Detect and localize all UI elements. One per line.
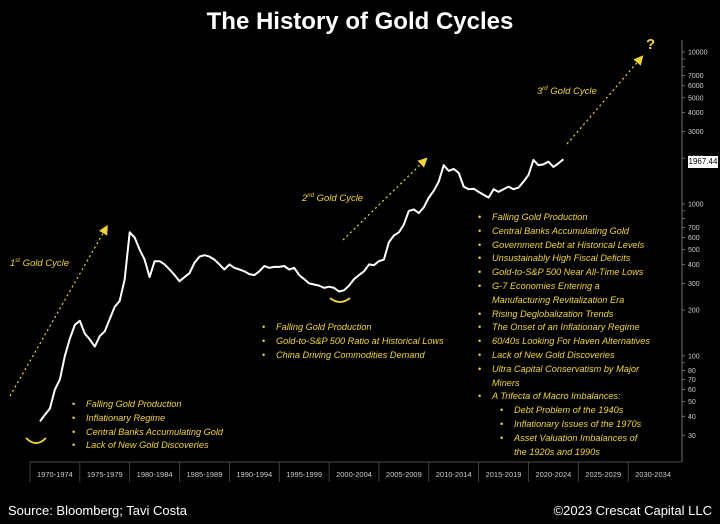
x-tick-label: 2030-2034 [635, 470, 671, 479]
y-tick-label: 200 [688, 308, 700, 315]
second-cycle-driver-item: Gold-to-S&P 500 Ratio at Historical Lows [262, 335, 444, 349]
second-cycle-label: 2nd Gold Cycle [302, 193, 363, 204]
y-tick-label: 600 [688, 235, 700, 242]
third-cycle-driver-item: Government Debt at Historical Levels [478, 239, 650, 253]
third-cycle-driver-item: the 1920s and 1990s [514, 446, 600, 457]
first-cycle-driver-item: Lack of New Gold Discoveries [72, 439, 223, 453]
first-cycle-driver-item: Central Banks Accumulating Gold [72, 426, 223, 440]
last-value-label: 1967.44 [688, 156, 718, 168]
second-cycle-text: Gold Cycle [313, 193, 364, 205]
y-tick-label: 1000 [688, 201, 704, 208]
second-cycle-trough-mark [329, 297, 351, 303]
third-cycle-drivers: Falling Gold ProductionCentral Banks Acc… [478, 211, 650, 459]
y-tick-label: 100 [688, 353, 700, 360]
first-cycle-arrow [9, 224, 108, 397]
third-cycle-driver-item: Falling Gold Production [478, 211, 650, 225]
y-tick-label: 50 [688, 399, 696, 406]
y-tick-label: 400 [688, 262, 700, 269]
third-cycle-label: 3rd Gold Cycle [537, 86, 597, 97]
x-tick-label: 1970-1974 [37, 470, 73, 479]
second-cycle-suffix: nd [307, 193, 314, 199]
y-tick-label: 10000 [688, 50, 708, 57]
y-tick-label: 40 [688, 414, 696, 421]
third-cycle-ordinal: 3 [537, 86, 543, 98]
first-cycle-driver-item: Falling Gold Production [72, 398, 223, 412]
third-cycle-driver-item: A Trifecta of Macro Imbalances: [478, 390, 650, 404]
third-cycle-driver-item: G-7 Economies Entering a [478, 280, 650, 294]
third-cycle-driver-item: The Onset of an Inflationary Regime [478, 321, 650, 335]
x-tick-label: 2015-2019 [486, 470, 522, 479]
y-tick-label: 70 [688, 377, 696, 384]
x-tick-label: 1995-1999 [286, 470, 322, 479]
third-cycle-arrow [566, 55, 644, 145]
third-cycle-driver-item: Gold-to-S&P 500 Near All-Time Lows [478, 266, 650, 280]
cycle-arrows [9, 55, 644, 444]
source-note: Source: Bloomberg; Tavi Costa [8, 503, 187, 518]
second-cycle-driver-item: China Driving Commodities Demand [262, 349, 444, 363]
second-cycle-driver-item: Falling Gold Production [262, 321, 444, 335]
x-tick-label: 1980-1984 [137, 470, 173, 479]
x-tick-label: 2025-2029 [585, 470, 621, 479]
third-cycle-text: Gold Cycle [547, 86, 597, 98]
y-tick-label: 30 [688, 433, 696, 440]
y-tick-label: 3000 [688, 129, 704, 136]
y-tick-label: 60 [688, 387, 696, 394]
first-cycle-label: 1st Gold Cycle [10, 258, 69, 269]
y-tick-label: 300 [688, 281, 700, 288]
copyright-note: ©2023 Crescat Capital LLC [553, 503, 712, 518]
y-tick-label: 5000 [688, 95, 704, 102]
chart-title: The History of Gold Cycles [206, 8, 514, 35]
first-cycle-text: Gold Cycle [19, 258, 70, 270]
y-tick-label: 500 [688, 247, 700, 254]
x-tick-label: 2010-2014 [436, 470, 472, 479]
y-tick-label: 7000 [688, 73, 704, 80]
y-tick-label: 80 [688, 368, 696, 375]
x-tick-label: 2005-2009 [386, 470, 422, 479]
third-cycle-driver-item: Unsustainably High Fiscal Deficits [478, 252, 650, 266]
third-cycle-suffix: rd [542, 86, 548, 92]
first-cycle-ordinal: 1 [10, 258, 16, 270]
second-cycle-ordinal: 2 [302, 193, 308, 205]
y-tick-label: 4000 [688, 110, 704, 117]
first-cycle-drivers: Falling Gold ProductionInflationary Regi… [72, 398, 223, 453]
third-cycle-driver-item: Miners [492, 377, 520, 388]
y-tick-label: 700 [688, 225, 700, 232]
third-cycle-driver-item: Asset Valuation Imbalances of [478, 432, 650, 446]
third-cycle-driver-item: Lack of New Gold Discoveries [478, 349, 650, 363]
future-cycle-question-mark: ? [646, 36, 656, 53]
gold-price-line [39, 158, 565, 422]
y-tick-label: 6000 [688, 83, 704, 90]
third-cycle-driver-item: Rising Deglobalization Trends [478, 308, 650, 322]
third-cycle-driver-item: Inflationary Issues of the 1970s [478, 418, 650, 432]
second-cycle-drivers: Falling Gold ProductionGold-to-S&P 500 R… [262, 321, 444, 362]
first-cycle-driver-item: Inflationary Regime [72, 412, 223, 426]
x-tick-label: 2020-2024 [535, 470, 571, 479]
third-cycle-driver-item: Ultra Capital Conservatism by Major [478, 363, 650, 377]
third-cycle-driver-item: Central Banks Accumulating Gold [478, 225, 650, 239]
x-tick-label: 1990-1994 [236, 470, 272, 479]
first-cycle-trough-mark [25, 437, 47, 444]
third-cycle-driver-item: 60/40s Looking For Haven Alternatives [478, 335, 650, 349]
x-tick-label: 2000-2004 [336, 470, 372, 479]
first-cycle-suffix: st [15, 258, 20, 264]
y-axis-right: 3040506070801002003004005006007001000200… [681, 40, 708, 462]
x-tick-label: 1975-1979 [87, 470, 123, 479]
x-tick-label: 1985-1989 [187, 470, 223, 479]
x-axis-bottom: 1970-1974 1975-1979 1980-1984 1985-1989 1990… [29, 461, 682, 482]
third-cycle-driver-item: Manufacturing Revitalization Era [492, 294, 625, 305]
third-cycle-driver-item: Debt Problem of the 1940s [478, 404, 650, 418]
second-cycle-arrow [342, 157, 428, 241]
